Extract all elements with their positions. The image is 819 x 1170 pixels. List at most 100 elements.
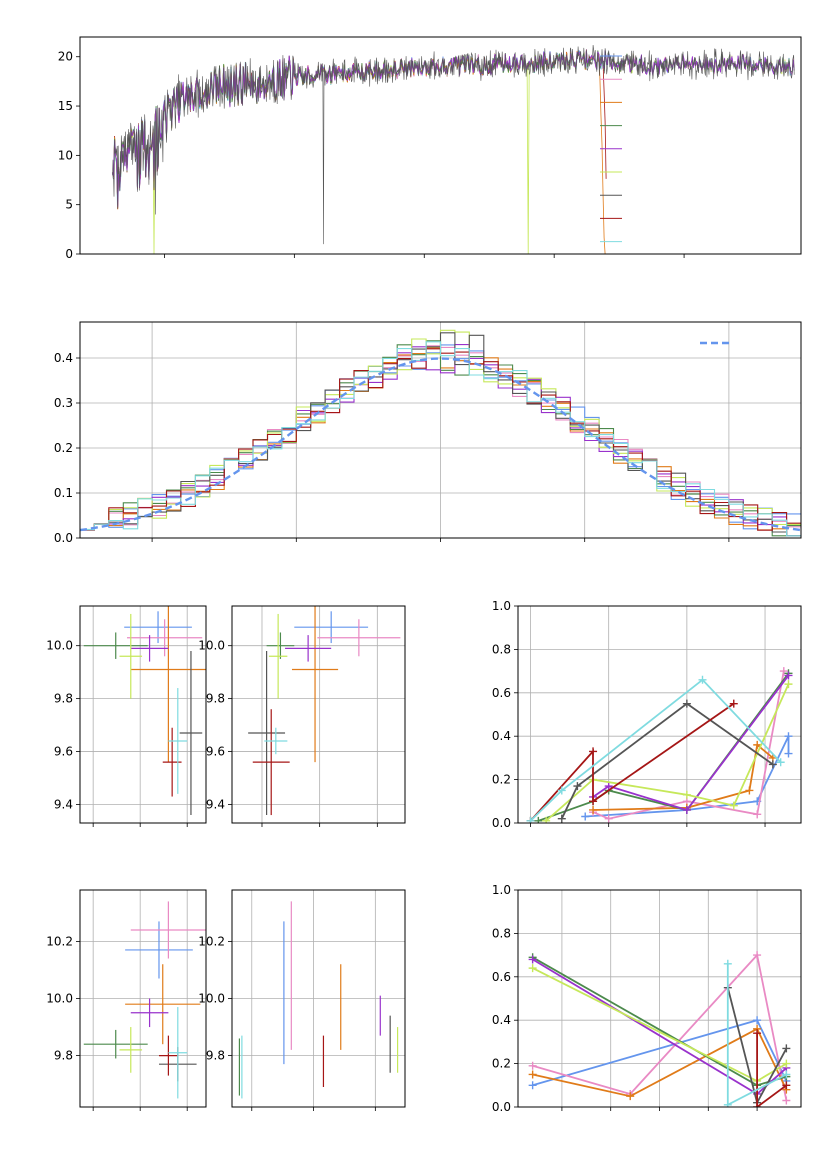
- weight-marker: [542, 816, 551, 823]
- gaussian-reference-curve: [80, 357, 801, 532]
- weight-marker: [723, 959, 732, 968]
- plot-area-weight_vs_age: [526, 667, 793, 823]
- weight-marker: [782, 1059, 791, 1068]
- y-tick-label: 0.2: [492, 1057, 511, 1071]
- weight-series-line: [529, 678, 782, 822]
- y-tick-label: 0.3: [54, 396, 73, 410]
- y-tick-label: 10.2: [198, 934, 225, 948]
- weight-marker: [528, 1061, 537, 1070]
- weight-marker: [526, 816, 535, 823]
- plot-area-mass_vs_Z: [83, 901, 206, 1099]
- y-tick-label: 9.6: [206, 745, 225, 759]
- weight-marker: [753, 810, 762, 819]
- y-tick-label: 0.6: [492, 970, 511, 984]
- weight-marker: [698, 675, 707, 684]
- axes-frame-age_vs_mass: [231, 605, 406, 824]
- axes-frame-mass_vs_Z: [79, 889, 207, 1108]
- residual-histogram-chab_stel: [80, 332, 801, 537]
- weight-marker: [779, 667, 788, 676]
- y-tick-label: 9.4: [54, 797, 73, 811]
- weight-marker: [557, 814, 566, 823]
- weight-marker: [573, 782, 582, 791]
- y-tick-label: 9.8: [206, 692, 225, 706]
- model-spectrum-krou_miles: [112, 50, 795, 254]
- weight-marker: [753, 740, 762, 749]
- weight-marker: [682, 699, 691, 708]
- weight-marker: [528, 1081, 537, 1090]
- weight-marker: [589, 797, 598, 806]
- weight-marker: [745, 786, 754, 795]
- weight-marker: [768, 760, 777, 769]
- weight-series-line: [529, 702, 735, 822]
- residual-histogram-salp_elod: [80, 344, 801, 537]
- weight-marker: [589, 805, 598, 814]
- weight-marker: [784, 680, 793, 689]
- weight-marker: [528, 964, 537, 973]
- weight-marker: [784, 671, 793, 680]
- grid-age_vs_mass: [232, 606, 405, 823]
- y-tick-label: 0: [65, 247, 73, 261]
- weight-marker: [753, 951, 762, 960]
- grid-mass_vs_Z: [80, 890, 206, 1107]
- weight-series-line: [756, 1033, 787, 1107]
- y-tick-label: 0.0: [54, 531, 73, 545]
- weight-marker: [581, 812, 590, 821]
- grid-age_vs_Z: [80, 606, 206, 823]
- chart-age_vs_mass: 9.4 9.6 9.8 10.0: [198, 605, 406, 827]
- y-tick-label: 10.0: [198, 992, 225, 1006]
- weight-series-line: [532, 1027, 788, 1098]
- axes-frame-age_vs_Z: [79, 605, 207, 824]
- weight-series-line: [560, 702, 774, 820]
- y-tick-label: 9.6: [54, 745, 73, 759]
- chart-mass_vs_ebv: 9.8 10.0 10.2: [198, 889, 406, 1111]
- weight-marker: [782, 1096, 791, 1105]
- weight-series-line: [537, 672, 790, 822]
- chart-weight_vs_age: 0.0 0.2 0.4 0.6 0.8 1.0: [492, 599, 802, 830]
- y-tick-label: 0.2: [54, 441, 73, 455]
- weight-marker: [626, 1092, 635, 1101]
- plot-area-residuals: [80, 329, 801, 537]
- weight-marker: [534, 816, 543, 823]
- weight-marker: [782, 1070, 791, 1079]
- y-tick-label: 9.8: [206, 1049, 225, 1063]
- legend: [600, 55, 622, 243]
- plot-area-mass_vs_ebv: [238, 901, 399, 1099]
- plot-area-weight_vs_Z: [528, 951, 791, 1107]
- y-tick-label: 1.0: [492, 599, 511, 613]
- model-spectrum-krou_elod: [112, 50, 795, 254]
- y-tick-label: 9.8: [54, 1049, 73, 1063]
- axes-frame-mass_vs_ebv: [231, 889, 406, 1108]
- chart-residuals: 0.0 0.1 0.2 0.3 0.4: [54, 321, 802, 545]
- weight-series-line: [532, 953, 788, 1101]
- weight-marker: [753, 1103, 762, 1107]
- weight-marker: [782, 1044, 791, 1053]
- residual-histogram-krou_stel: [80, 341, 801, 537]
- y-tick-label: 0.0: [492, 816, 511, 830]
- y-tick-label: 15: [58, 99, 73, 113]
- y-tick-label: 5: [65, 198, 73, 212]
- weight-marker: [604, 814, 613, 823]
- weight-marker: [682, 790, 691, 799]
- y-tick-label: 0.4: [54, 351, 73, 365]
- y-tick-label: 10: [58, 148, 73, 162]
- plot-area-spectrum: [111, 44, 795, 254]
- observed-spectrum: [112, 44, 795, 245]
- y-tick-label: 10.0: [46, 992, 73, 1006]
- y-tick-label: 0.4: [492, 729, 511, 743]
- y-tick-label: 10.0: [198, 639, 225, 653]
- weight-marker: [776, 758, 785, 767]
- weight-marker: [784, 749, 793, 758]
- grid-mass_vs_ebv: [232, 890, 405, 1107]
- y-tick-label: 10.2: [46, 934, 73, 948]
- y-tick-label: 0.0: [492, 1100, 511, 1114]
- chart-mass_vs_Z: 9.8 10.0 10.2: [46, 889, 207, 1111]
- y-tick-label: 20: [58, 50, 73, 64]
- weight-marker: [782, 1081, 791, 1090]
- y-tick-label: 0.1: [54, 486, 73, 500]
- y-tick-label: 0.4: [492, 1013, 511, 1027]
- plot-area-age_vs_Z: [83, 606, 206, 816]
- plot-area-age_vs_mass: [248, 606, 401, 816]
- y-tick-label: 0.6: [492, 686, 511, 700]
- y-tick-label: 9.4: [206, 797, 225, 811]
